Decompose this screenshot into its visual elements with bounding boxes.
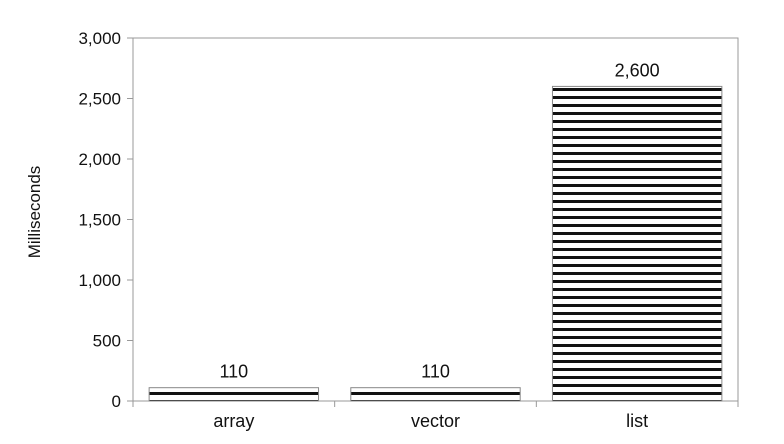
data-label-list: 2,600 xyxy=(615,60,660,80)
x-tick-label: vector xyxy=(411,411,460,431)
y-axis: 0 500 1,000 1,500 2,000 2,500 3,000 xyxy=(78,29,133,411)
x-tick-label: list xyxy=(626,411,648,431)
bars: 110 110 2,600 xyxy=(148,60,723,402)
y-tick-label: 1,000 xyxy=(78,271,121,290)
bar-list xyxy=(551,85,723,402)
x-axis: array vector list xyxy=(132,401,739,431)
data-label-array: 110 xyxy=(219,362,248,382)
y-tick-label: 2,000 xyxy=(78,150,121,169)
x-tick-label: array xyxy=(213,411,254,431)
bar-vector xyxy=(350,387,521,402)
y-tick-label: 0 xyxy=(112,392,121,411)
bar-array xyxy=(148,387,320,402)
data-label-vector: 110 xyxy=(421,362,450,382)
y-tick-label: 2,500 xyxy=(78,90,121,109)
y-tick-label: 3,000 xyxy=(78,29,121,48)
y-axis-title: Milliseconds xyxy=(25,166,44,259)
y-tick-label: 500 xyxy=(93,332,121,351)
y-tick-label: 1,500 xyxy=(78,211,121,230)
